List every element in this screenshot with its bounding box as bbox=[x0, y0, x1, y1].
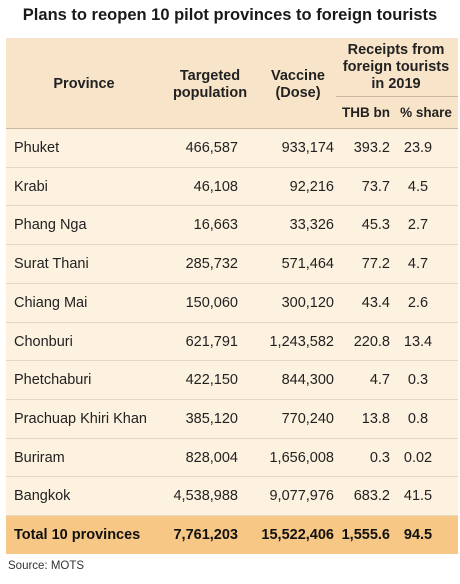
table-row: Buriram 828,004 1,656,008 0.3 0.02 bbox=[6, 439, 458, 478]
row-divider bbox=[6, 321, 458, 323]
thb-cell: 77.2 bbox=[361, 256, 390, 273]
thb-cell: 73.7 bbox=[361, 178, 390, 195]
vaccine-cell: 92,216 bbox=[289, 178, 334, 195]
header-receipts-line1: Receipts from bbox=[347, 42, 445, 58]
header-receipts-line2: foreign tourists bbox=[342, 59, 450, 75]
share-cell: 2.7 bbox=[407, 217, 429, 234]
province-cell: Prachuap Khiri Khan bbox=[14, 410, 147, 427]
share-cell: 0.02 bbox=[403, 449, 433, 466]
table-header: Province Targeted population Vaccine (Do… bbox=[6, 38, 458, 128]
total-thb: 1,555.6 bbox=[341, 527, 390, 543]
header-population-line1: Targeted bbox=[179, 68, 241, 84]
header-divider bbox=[6, 128, 458, 129]
row-divider bbox=[6, 437, 458, 439]
provinces-table: Province Targeted population Vaccine (Do… bbox=[6, 38, 458, 554]
header-vaccine-line1: Vaccine bbox=[270, 68, 325, 84]
province-cell: Bangkok bbox=[14, 488, 71, 505]
header-thb-label: THB bn bbox=[342, 105, 390, 120]
population-cell: 828,004 bbox=[185, 449, 238, 466]
table-row: Chonburi 621,791 1,243,582 220.8 13.4 bbox=[6, 323, 458, 362]
population-cell: 422,150 bbox=[185, 372, 238, 389]
table-row: Phuket 466,587 933,174 393.2 23.9 bbox=[6, 129, 458, 168]
population-cell: 16,663 bbox=[193, 217, 238, 234]
share-cell: 0.8 bbox=[407, 410, 429, 427]
share-cell: 23.9 bbox=[403, 140, 433, 156]
vaccine-cell: 844,300 bbox=[281, 372, 334, 389]
province-cell: Surat Thani bbox=[14, 256, 89, 273]
share-cell: 13.4 bbox=[403, 333, 433, 350]
table-title: Plans to reopen 10 pilot provinces to fo… bbox=[22, 6, 438, 24]
thb-cell: 0.3 bbox=[369, 449, 390, 466]
share-cell: 0.3 bbox=[407, 372, 429, 389]
share-cell: 4.5 bbox=[407, 178, 429, 195]
province-cell: Krabi bbox=[14, 178, 48, 195]
row-divider bbox=[6, 244, 458, 246]
table-row: Phetchaburi 422,150 844,300 4.7 0.3 bbox=[6, 361, 458, 400]
province-cell: Phetchaburi bbox=[14, 372, 92, 389]
province-cell: Phang Nga bbox=[14, 217, 87, 234]
total-vaccine: 15,522,406 bbox=[261, 527, 334, 543]
row-divider bbox=[6, 515, 458, 516]
population-cell: 285,732 bbox=[185, 256, 238, 273]
population-cell: 4,538,988 bbox=[173, 488, 238, 505]
total-label: Total 10 provinces bbox=[14, 527, 141, 543]
population-cell: 466,587 bbox=[185, 140, 238, 156]
thb-cell: 43.4 bbox=[361, 294, 390, 311]
population-cell: 621,791 bbox=[185, 333, 238, 350]
thb-cell: 13.8 bbox=[361, 410, 390, 427]
total-share: 94.5 bbox=[403, 527, 433, 543]
table-row: Prachuap Khiri Khan 385,120 770,240 13.8 0.8 bbox=[6, 400, 458, 439]
table-row: Bangkok 4,538,988 9,077,976 683.2 41.5 bbox=[6, 477, 458, 516]
thb-cell: 683.2 bbox=[353, 488, 390, 505]
share-cell: 2.6 bbox=[407, 294, 429, 311]
table-row: Phang Nga 16,663 33,326 45.3 2.7 bbox=[6, 206, 458, 245]
population-cell: 385,120 bbox=[185, 410, 238, 427]
header-receipts-line3: in 2019 bbox=[371, 76, 421, 92]
header-share: % share bbox=[396, 104, 456, 121]
header-vaccine-line2: (Dose) bbox=[275, 85, 321, 101]
province-cell: Chonburi bbox=[14, 333, 73, 350]
header-province-label: Province bbox=[53, 76, 115, 92]
population-cell: 46,108 bbox=[193, 178, 238, 195]
province-cell: Phuket bbox=[14, 140, 60, 156]
header-receipts: Receipts from foreign tourists in 2019 bbox=[334, 42, 458, 93]
share-cell: 4.7 bbox=[407, 256, 429, 273]
row-divider bbox=[6, 282, 458, 284]
vaccine-cell: 933,174 bbox=[281, 140, 334, 156]
vaccine-cell: 1,243,582 bbox=[269, 333, 334, 350]
header-population-line2: population bbox=[172, 85, 248, 101]
vaccine-cell: 9,077,976 bbox=[269, 488, 334, 505]
header-thb: THB bn bbox=[338, 104, 394, 121]
thb-cell: 45.3 bbox=[361, 217, 390, 234]
header-receipts-rule bbox=[336, 96, 458, 97]
thb-cell: 220.8 bbox=[353, 333, 390, 350]
row-divider bbox=[6, 476, 458, 478]
total-population: 7,761,203 bbox=[173, 527, 238, 543]
row-divider bbox=[6, 398, 458, 400]
table-row: Krabi 46,108 92,216 73.7 4.5 bbox=[6, 168, 458, 207]
share-cell: 41.5 bbox=[403, 488, 433, 505]
vaccine-cell: 300,120 bbox=[281, 294, 334, 311]
thb-cell: 393.2 bbox=[353, 140, 390, 156]
row-divider bbox=[6, 205, 458, 207]
thb-cell: 4.7 bbox=[369, 372, 390, 389]
row-divider bbox=[6, 360, 458, 362]
vaccine-cell: 770,240 bbox=[281, 410, 334, 427]
source-note: Source: MOTS bbox=[8, 560, 85, 572]
province-cell: Buriram bbox=[14, 449, 65, 466]
total-row: Total 10 provinces 7,761,203 15,522,406 … bbox=[6, 516, 458, 554]
header-vaccine: Vaccine (Dose) bbox=[258, 68, 338, 102]
header-population: Targeted population bbox=[152, 68, 268, 102]
row-divider bbox=[6, 166, 458, 168]
population-cell: 150,060 bbox=[185, 294, 238, 311]
vaccine-cell: 33,326 bbox=[289, 217, 334, 234]
vaccine-cell: 1,656,008 bbox=[269, 449, 334, 466]
header-share-label: % share bbox=[400, 105, 452, 120]
header-province: Province bbox=[14, 76, 154, 93]
province-cell: Chiang Mai bbox=[14, 294, 88, 311]
table-row: Chiang Mai 150,060 300,120 43.4 2.6 bbox=[6, 284, 458, 323]
table-row: Surat Thani 285,732 571,464 77.2 4.7 bbox=[6, 245, 458, 284]
vaccine-cell: 571,464 bbox=[281, 256, 334, 273]
